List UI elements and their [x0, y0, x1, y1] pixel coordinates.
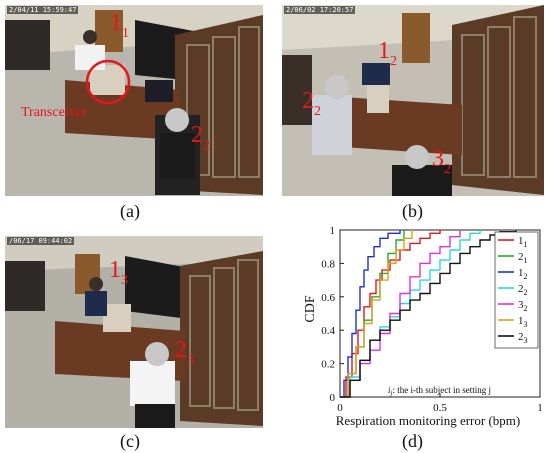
timestamp: /06/17 09:44:02: [7, 237, 75, 245]
photo-b: 2/06/02 17:20:57 12 22 32: [282, 5, 544, 196]
x-axis-label: Respiration monitoring error (bpm): [336, 413, 521, 428]
office-scene-a: [5, 5, 263, 196]
legend-entry: 13: [518, 315, 528, 329]
legend-box: [494, 231, 539, 349]
office-scene-b: [282, 5, 544, 196]
photo-c: /06/17 09:44:02 13 23: [5, 236, 263, 428]
transceiver-highlight-circle: [85, 59, 131, 105]
legend-entry: 11: [518, 235, 528, 249]
y-tick-label: 0.8: [321, 258, 335, 270]
caption-a: (a): [120, 201, 140, 221]
subject-label: 32: [432, 146, 451, 177]
legend-entry: 32: [518, 299, 528, 313]
subject-label: 22: [191, 122, 210, 153]
legend-entry: 12: [518, 267, 528, 281]
series-line: [340, 230, 401, 398]
y-tick-label: 0.4: [321, 325, 335, 337]
series-line: [340, 230, 413, 398]
transceiver-label: Transceiver: [21, 105, 87, 120]
office-scene-c: [5, 236, 263, 428]
y-axis-label: CDF: [303, 295, 318, 322]
subject-label: 23: [175, 337, 194, 368]
subject-label: 22: [302, 88, 321, 119]
series-line: [340, 230, 517, 398]
timestamp: 2/04/11 15:59:47: [7, 6, 79, 14]
y-tick-label: 1: [330, 225, 336, 237]
y-tick-label: 0.2: [321, 359, 335, 371]
caption-d: (d): [402, 431, 423, 451]
legend-entry: 22: [518, 283, 528, 297]
cdf-chart: 0 0.2 0.4 0.6 0.8 1 0 0.5 1 11 21 12 22 32 13 23 CDF R…: [303, 225, 543, 428]
subject-label: 11: [110, 10, 129, 41]
y-tick-label: 0: [330, 392, 336, 404]
caption-b: (b): [402, 201, 423, 221]
subject-label: 13: [109, 257, 128, 288]
caption-c: (c): [120, 431, 140, 451]
timestamp: 2/06/02 17:20:57: [284, 6, 356, 14]
x-tick-label: 0: [337, 402, 343, 414]
chart-legend: 11 21 12 22 32 13 23: [494, 231, 539, 349]
chart-annotation: ij: the i-th subject in setting j: [388, 385, 491, 397]
legend-entry: 21: [518, 251, 528, 265]
y-tick-label: 0.6: [321, 292, 335, 304]
x-tick-label: 0.5: [433, 402, 447, 414]
chart-series: [340, 230, 517, 398]
x-tick-label: 1: [537, 402, 543, 414]
legend-entry: 23: [518, 331, 528, 345]
photo-a: 2/04/11 15:59:47 11 Transceiver 22: [5, 5, 263, 196]
subject-label: 12: [378, 38, 397, 69]
